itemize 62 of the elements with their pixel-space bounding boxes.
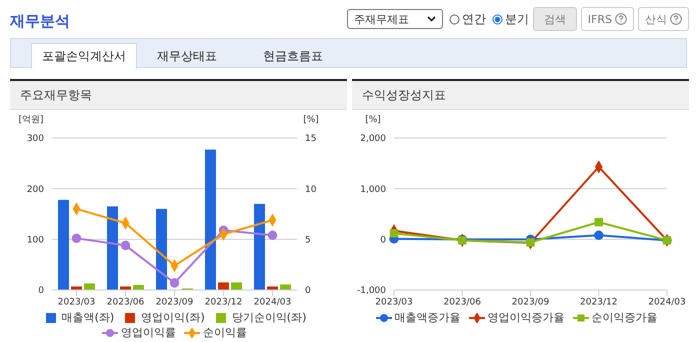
x-tick-label: 2023/09 <box>512 297 550 308</box>
text: 연간 <box>462 10 486 28</box>
legend-label: 영업이익률 <box>120 325 176 340</box>
point <box>268 230 278 240</box>
x-tick-label: 2023/03 <box>375 297 413 308</box>
y-tick-label: -1,000 <box>356 286 386 296</box>
bar <box>156 208 167 290</box>
x-tick-label: 2023/06 <box>106 297 144 308</box>
chart-title: 수익성장성지표 <box>352 79 689 110</box>
point <box>526 238 535 247</box>
text: 포괄손익계산서 <box>31 43 137 69</box>
point <box>594 218 603 226</box>
y-tick-label: 100 <box>26 236 44 246</box>
y-tick-label: 300 <box>26 134 44 144</box>
bar <box>84 283 95 290</box>
x-tick-label: 2023/09 <box>156 297 194 308</box>
text: 주재무제표 <box>354 12 409 26</box>
y-tick-label: 200 <box>26 184 44 195</box>
text: 재무분석 <box>10 12 70 31</box>
y-tick-label: 0 <box>38 286 44 296</box>
point <box>594 230 604 240</box>
bar <box>254 204 265 290</box>
text: 재무상태표 <box>157 48 217 65</box>
legend-label: 매출액증가율 <box>394 310 460 325</box>
bar <box>218 282 229 290</box>
y-axis-title: [%] <box>365 115 381 125</box>
bar <box>58 200 69 290</box>
x-tick-label: 2023/06 <box>444 297 482 308</box>
point <box>390 229 398 238</box>
x-tick-label: 2024/03 <box>254 297 292 308</box>
bar <box>107 206 118 290</box>
point <box>170 278 180 288</box>
y2-axis-title: [%] <box>303 115 319 125</box>
y2-tick-label: 0 <box>305 286 311 296</box>
y2-tick-label: 15 <box>305 134 316 144</box>
text: 검색 <box>532 7 577 31</box>
bar <box>280 284 291 290</box>
bar <box>205 150 216 290</box>
text: 분기 <box>504 10 529 28</box>
x-tick-label: 2023/12 <box>204 297 242 308</box>
legend-label: 순이익률 <box>202 325 247 340</box>
legend-label: 영업이익(좌) <box>140 310 205 325</box>
x-tick-label: 2024/03 <box>648 297 686 308</box>
point <box>120 240 130 250</box>
y2-tick-label: 10 <box>305 184 317 195</box>
text: IFRS <box>580 7 634 31</box>
chart-title: 주요재무항목 <box>10 79 347 110</box>
text: 산식 <box>638 7 689 31</box>
y-tick-label: 0 <box>380 236 386 246</box>
legend-label: 매출액(좌) <box>60 310 114 325</box>
point <box>72 234 82 244</box>
y-tick-label: 2,000 <box>360 134 386 144</box>
x-tick-label: 2023/12 <box>580 297 618 308</box>
y-tick-label: 1,000 <box>360 184 386 195</box>
legend-label: 순이익증가율 <box>590 310 658 325</box>
y-axis-title: [억원] <box>18 115 44 125</box>
y2-tick-label: 5 <box>305 236 311 246</box>
legend-label: 영업이익증가율 <box>486 310 564 325</box>
bar <box>231 282 242 290</box>
text: 현금흐름표 <box>263 48 323 65</box>
legend-label: 당기순이익(좌) <box>230 310 306 325</box>
x-tick-label: 2023/03 <box>58 297 96 308</box>
